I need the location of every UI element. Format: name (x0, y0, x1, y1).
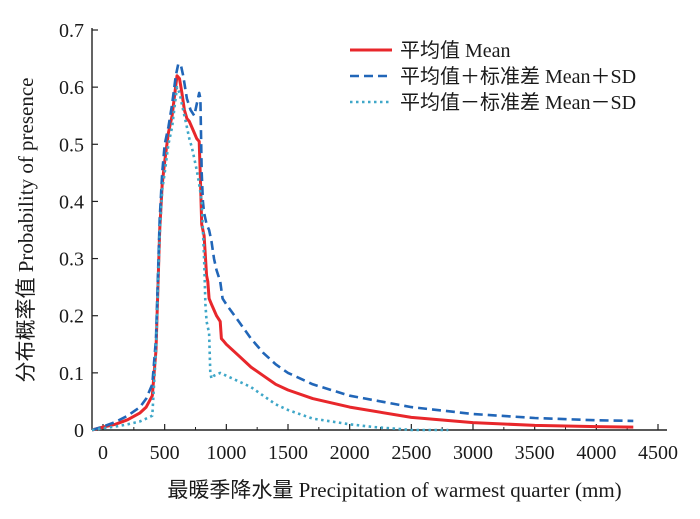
y-tick-label: 0.1 (59, 363, 84, 385)
y-tick-label: 0 (74, 420, 84, 442)
y-tick-label: 0.3 (59, 249, 84, 271)
x-tick-label: 1500 (268, 442, 308, 464)
y-tick-label: 0.2 (59, 306, 84, 328)
x-tick-label: 500 (150, 442, 180, 464)
y-tick-label: 0.7 (59, 20, 84, 42)
x-tick-label: 0 (98, 442, 108, 464)
y-axis-title: 分布概率值 Probability of presence (14, 77, 38, 382)
axes (91, 28, 667, 431)
x-tick-label: 4000 (576, 442, 616, 464)
x-tick-label: 3000 (453, 442, 493, 464)
y-tick-label: 0.5 (59, 134, 84, 156)
legend-label-3: 平均值－标准差 Mean－SD (400, 91, 636, 114)
series-layer (91, 63, 634, 432)
legend-label-1: 平均值 Mean (400, 39, 511, 62)
x-tick-label: 2000 (330, 442, 370, 464)
legend: 平均值 Mean 平均值＋标准差 Mean＋SD 平均值－标准差 Mean－SD (350, 39, 636, 114)
legend-label-2: 平均值＋标准差 Mean＋SD (400, 65, 636, 88)
y-tick-label: 0.4 (59, 191, 84, 213)
x-tick-label: 2500 (391, 442, 431, 464)
series-line-3 (91, 85, 449, 432)
tick-group: 0 0.1 0.2 0.3 0.4 0.5 0.6 0.7 0 500 1000 1500 2000 25… (59, 20, 678, 464)
x-tick-label: 3500 (515, 442, 555, 464)
series-line-1 (91, 74, 634, 432)
y-tick-label: 0.6 (59, 77, 84, 99)
x-tick-label: 4500 (638, 442, 678, 464)
x-axis-title: 最暖季降水量 Precipitation of warmest quarter … (167, 478, 621, 502)
x-tick-label: 1000 (206, 442, 246, 464)
